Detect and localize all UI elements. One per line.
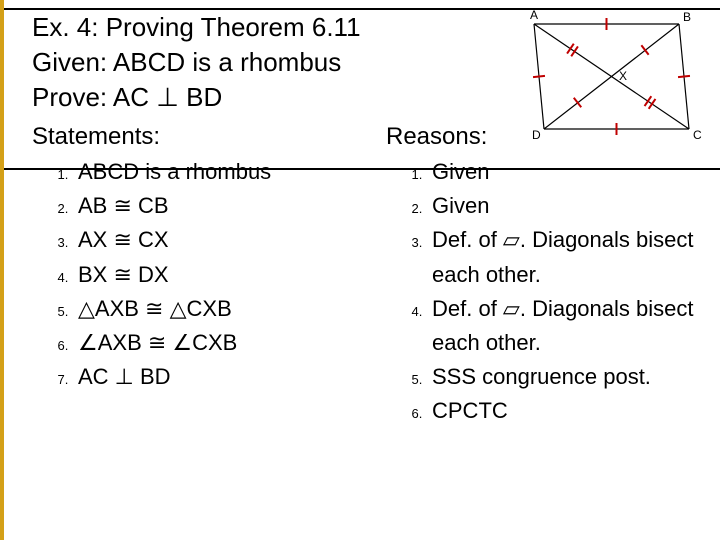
rhombus-diagram: A B C D X	[484, 4, 704, 149]
list-item: Def. of ▱. Diagonals bisect each other.	[426, 223, 720, 291]
list-item: AC ⊥ BD	[72, 360, 366, 394]
list-item: CPCTC	[426, 394, 720, 428]
statements-list: ABCD is a rhombus AB ≅ CB AX ≅ CX BX ≅ D…	[32, 155, 366, 394]
rule-mid	[4, 168, 720, 170]
svg-text:X: X	[619, 69, 627, 83]
list-item: ABCD is a rhombus	[72, 155, 366, 189]
list-item: Given	[426, 155, 720, 189]
list-item: △AXB ≅ △CXB	[72, 292, 366, 326]
slide: Ex. 4: Proving Theorem 6.11 Given: ABCD …	[0, 0, 720, 540]
reasons-list: Given Given Def. of ▱. Diagonals bisect …	[386, 155, 720, 428]
statements-title: Statements:	[32, 123, 366, 151]
list-item: Def. of ▱. Diagonals bisect each other.	[426, 292, 720, 360]
list-item: AX ≅ CX	[72, 223, 366, 257]
list-item: ∠AXB ≅ ∠CXB	[72, 326, 366, 360]
svg-text:D: D	[532, 128, 541, 142]
list-item: Given	[426, 189, 720, 223]
list-item: AB ≅ CB	[72, 189, 366, 223]
svg-text:B: B	[683, 10, 691, 24]
list-item: SSS congruence post.	[426, 360, 720, 394]
list-item: BX ≅ DX	[72, 258, 366, 292]
svg-text:A: A	[530, 8, 538, 22]
svg-text:C: C	[693, 128, 702, 142]
